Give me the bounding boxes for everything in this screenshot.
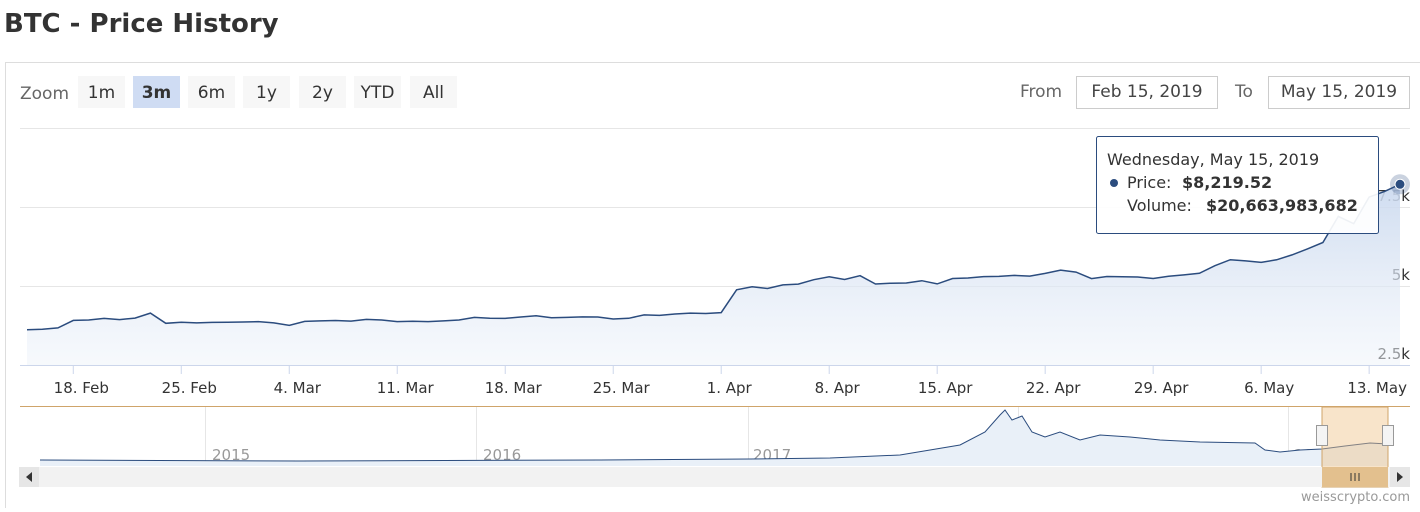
tooltip: Wednesday, May 15, 2019 Price: $8,219.52 Vo… — [1097, 137, 1411, 234]
from-label: From — [1020, 82, 1062, 102]
x-tick-label: 15. Apr — [918, 379, 973, 397]
tooltip-price-label: Price: — [1127, 173, 1171, 192]
x-tick-label: 18. Feb — [54, 379, 109, 397]
zoom-button-label[interactable]: 3m — [142, 83, 172, 103]
credit: weisscrypto.com — [1301, 490, 1410, 505]
x-tick-label: 4. Mar — [274, 379, 322, 397]
to-label: To — [1234, 82, 1253, 102]
to-value[interactable]: May 15, 2019 — [1281, 82, 1397, 102]
x-tick-label: 18. Mar — [485, 379, 543, 397]
tooltip-date: Wednesday, May 15, 2019 — [1107, 150, 1319, 169]
navigator-handle[interactable] — [1317, 426, 1328, 446]
zoom-label: Zoom — [20, 84, 69, 104]
hover-point — [1395, 179, 1405, 189]
zoom-button-label[interactable]: All — [423, 83, 444, 103]
zoom-buttons: 1m 3m 6m 1y 2y YTD All — [78, 76, 457, 108]
zoom-button-label[interactable]: 2y — [312, 83, 333, 103]
zoom-button-label[interactable]: YTD — [360, 83, 395, 103]
x-tick-label: 29. Apr — [1134, 379, 1189, 397]
tooltip-volume: $20,663,983,682 — [1206, 196, 1358, 215]
zoom-button-label[interactable]: 1m — [88, 83, 115, 103]
page-title: BTC - Price History — [4, 9, 279, 39]
x-tick-label: 6. May — [1244, 379, 1294, 397]
x-tick-label: 13. May — [1347, 379, 1407, 397]
x-tick-label: 11. Mar — [377, 379, 435, 397]
x-tick-label: 22. Apr — [1026, 379, 1081, 397]
tooltip-price: $8,219.52 — [1182, 173, 1272, 192]
navigator: 20152016201720182019 — [19, 407, 1410, 488]
x-tick-label: 8. Apr — [815, 379, 861, 397]
scrollbar-track[interactable] — [19, 467, 1410, 487]
navigator-handle[interactable] — [1383, 426, 1394, 446]
tooltip-volume-label: Volume: — [1127, 196, 1192, 215]
zoom-button-label[interactable]: 6m — [198, 83, 225, 103]
from-value[interactable]: Feb 15, 2019 — [1091, 82, 1202, 102]
x-tick-label: 1. Apr — [707, 379, 753, 397]
x-tick-label: 25. Mar — [593, 379, 651, 397]
zoom-button-label[interactable]: 1y — [256, 83, 277, 103]
x-tick-label: 25. Feb — [162, 379, 217, 397]
tooltip-bullet — [1110, 179, 1118, 187]
